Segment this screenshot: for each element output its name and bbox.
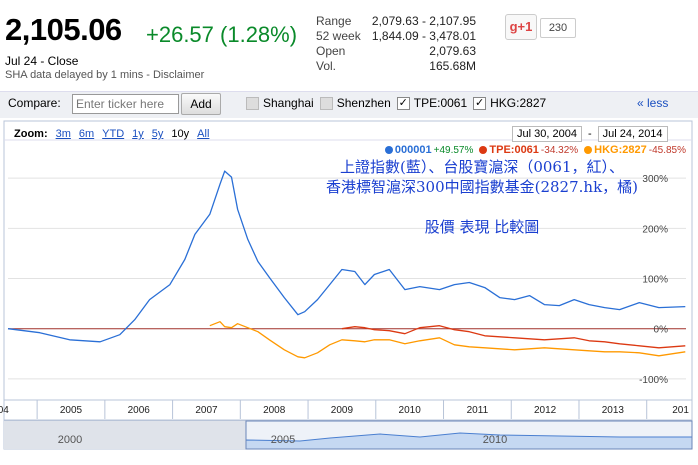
x-tick-label: 2005	[60, 405, 83, 416]
price: 2,105.06	[5, 12, 122, 47]
date-range: Jul 30, 2004 - Jul 24, 2014	[512, 126, 668, 142]
navigator-label: 2010	[483, 434, 507, 446]
zoom-option: 10y	[171, 128, 190, 140]
legend-change: -34.32%	[540, 144, 579, 156]
compare-option[interactable]: ✓ HKG:2827	[473, 96, 546, 110]
zoom-bar: Zoom: 3m 6m YTD 1y 5y 10y All	[14, 128, 209, 140]
end-date[interactable]: Jul 24, 2014	[597, 126, 668, 142]
stat-value: 2,079.63 - 2,107.95	[371, 14, 476, 28]
option-label: Shanghai	[263, 96, 314, 110]
range-separator: -	[587, 128, 592, 140]
close-date: Jul 24 - Close	[5, 54, 79, 68]
start-date[interactable]: Jul 30, 2004	[512, 126, 582, 142]
stat-label: 52 week	[316, 29, 361, 43]
x-tick-label: 2008	[263, 405, 286, 416]
x-tick-label: 04	[0, 405, 9, 416]
navigator-label: 2005	[271, 434, 295, 446]
legend: 000001 +49.57% TPE:0061 -34.32% HKG:2827 -45.…	[384, 144, 686, 156]
stat-value: 2,079.63	[429, 44, 476, 58]
plot-area: -100% 0% 100% 200% 300% 04 2005 2006 2007 2008 200…	[0, 158, 692, 419]
navigator-window[interactable]	[245, 420, 693, 450]
checkbox: ✓	[473, 96, 487, 110]
compare-option[interactable]: Shanghai	[246, 96, 314, 110]
navigator-label: 2000	[58, 434, 82, 446]
y-tick-label: 300%	[642, 174, 668, 185]
checkbox	[246, 96, 259, 110]
plus-one-button[interactable]: g+1	[505, 14, 537, 40]
compare-option[interactable]: ✓ TPE:0061	[396, 96, 468, 110]
zoom-option[interactable]: 1y	[132, 128, 144, 140]
y-tick-label: -100%	[639, 375, 668, 386]
legend-item: HKG:2827 -45.85%	[584, 144, 686, 156]
zoom-option[interactable]: 5y	[151, 128, 164, 140]
ticker-input[interactable]: Enter ticker here	[72, 94, 179, 114]
less-toggle[interactable]: « less	[637, 96, 669, 110]
legend-name: 000001	[394, 144, 432, 156]
stat-row: 52 week 1,844.09 - 3,478.01	[316, 29, 476, 44]
legend-change: -45.85%	[648, 144, 686, 156]
compare-label: Compare:	[8, 96, 61, 110]
legend-name: HKG:2827	[594, 144, 647, 156]
option-label: HKG:2827	[490, 96, 547, 110]
x-tick-label: 2013	[602, 405, 625, 416]
legend-item: TPE:0061 -34.32%	[479, 144, 578, 156]
zoom-option[interactable]: YTD	[102, 128, 125, 140]
legend-change: +49.57%	[433, 144, 474, 156]
stat-value: 165.68M	[429, 59, 476, 73]
zoom-option[interactable]: 3m	[55, 128, 71, 140]
plus-one-count: 230	[540, 18, 576, 38]
price-change: +26.57 (1.28%)	[146, 22, 298, 47]
stat-label: Open	[316, 44, 346, 58]
stat-value: 1,844.09 - 3,478.01	[371, 29, 476, 43]
checkbox	[319, 96, 333, 110]
legend-item: 000001 +49.57%	[384, 144, 474, 156]
x-tick-label: 2009	[331, 405, 354, 416]
compare-options: Shanghai Shenzhen ✓ TPE:0061 ✓ HKG:2827	[246, 96, 552, 110]
zoom-option[interactable]: All	[197, 128, 210, 140]
series-line	[341, 325, 686, 349]
stat-row: Range 2,079.63 - 2,107.95	[316, 14, 476, 29]
add-button[interactable]: Add	[181, 93, 221, 115]
annotation: 股價 表現 比較圖	[425, 218, 540, 236]
y-tick-label: 200%	[642, 224, 668, 235]
stats: Range 2,079.63 - 2,107.95 52 week 1,844.09 …	[316, 14, 476, 74]
y-tick-label: 100%	[642, 275, 668, 286]
compare-option[interactable]: Shenzhen	[319, 96, 391, 110]
option-label: TPE:0061	[413, 96, 468, 110]
zoom-option[interactable]: 6m	[78, 128, 95, 140]
navigator-labels: 2000 2005 2010	[58, 434, 507, 446]
stat-label: Vol.	[316, 59, 337, 73]
legend-dot	[384, 146, 393, 154]
x-tick-label: 2012	[534, 405, 557, 416]
source-note: SHA data delayed by 1 mins - Disclaimer	[5, 69, 205, 81]
legend-dot	[479, 146, 488, 154]
checkbox: ✓	[396, 96, 410, 110]
x-tick-label: 2007	[195, 405, 218, 416]
x-tick-label: 201	[672, 405, 689, 416]
annotation: 香港標智滬深300中國指數基金(2827.hk，橘)	[326, 178, 638, 196]
series-line	[209, 321, 686, 359]
x-tick-label: 2010	[399, 405, 422, 416]
stat-row: Open 2,079.63	[316, 44, 476, 59]
x-tick-label: 2011	[467, 405, 489, 416]
annotation: 上證指數(藍）、台股寶滬深（0061，紅）、	[340, 158, 624, 176]
legend-dot	[584, 146, 593, 154]
x-tick-label: 2006	[128, 405, 151, 416]
navigator-outside	[4, 421, 246, 449]
stat-label: Range	[316, 14, 352, 28]
stat-row: Vol. 165.68M	[316, 59, 476, 74]
option-label: Shenzhen	[336, 96, 391, 110]
y-tick-label: 0%	[654, 325, 669, 336]
series-line	[7, 170, 686, 343]
zoom-label: Zoom:	[14, 128, 48, 140]
legend-name: TPE:0061	[489, 144, 539, 156]
